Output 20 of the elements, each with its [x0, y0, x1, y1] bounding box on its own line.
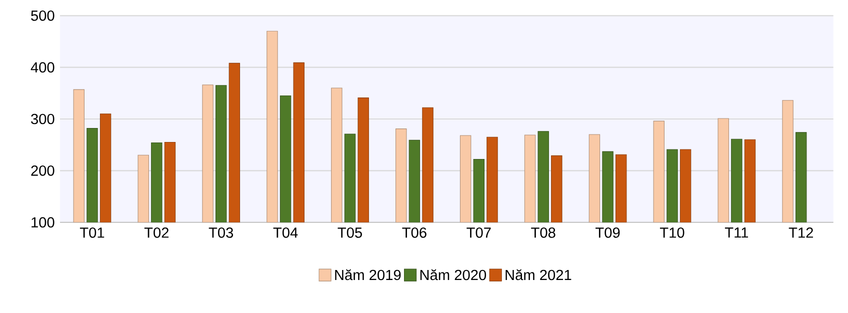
x-tick-label: T02	[144, 227, 169, 238]
x-tick-label: T09	[596, 227, 620, 238]
y-tick-label: 100	[32, 217, 54, 228]
x-tick-label: T04	[273, 227, 298, 238]
y-tick-label: 300	[31, 114, 54, 124]
legend-label: Năm 2021	[506, 269, 572, 280]
x-tick-label: T06	[402, 227, 426, 238]
x-tick-label: T12	[788, 227, 813, 238]
y-tick-label: 200	[31, 166, 54, 176]
x-tick-label: T11	[724, 227, 748, 238]
x-tick-label: T03	[208, 227, 234, 238]
x-tick-label: T05	[338, 227, 362, 238]
y-tick-label: 500	[31, 10, 54, 21]
legend-label: Năm 2020	[420, 269, 486, 280]
x-tick-label: T08	[531, 227, 556, 238]
y-tick-label: 400	[30, 62, 54, 73]
x-tick-label: T07	[466, 227, 491, 238]
legend-label: Năm 2019	[335, 269, 401, 280]
x-tick-label: T01	[80, 227, 104, 238]
x-tick-label: T10	[660, 227, 684, 238]
